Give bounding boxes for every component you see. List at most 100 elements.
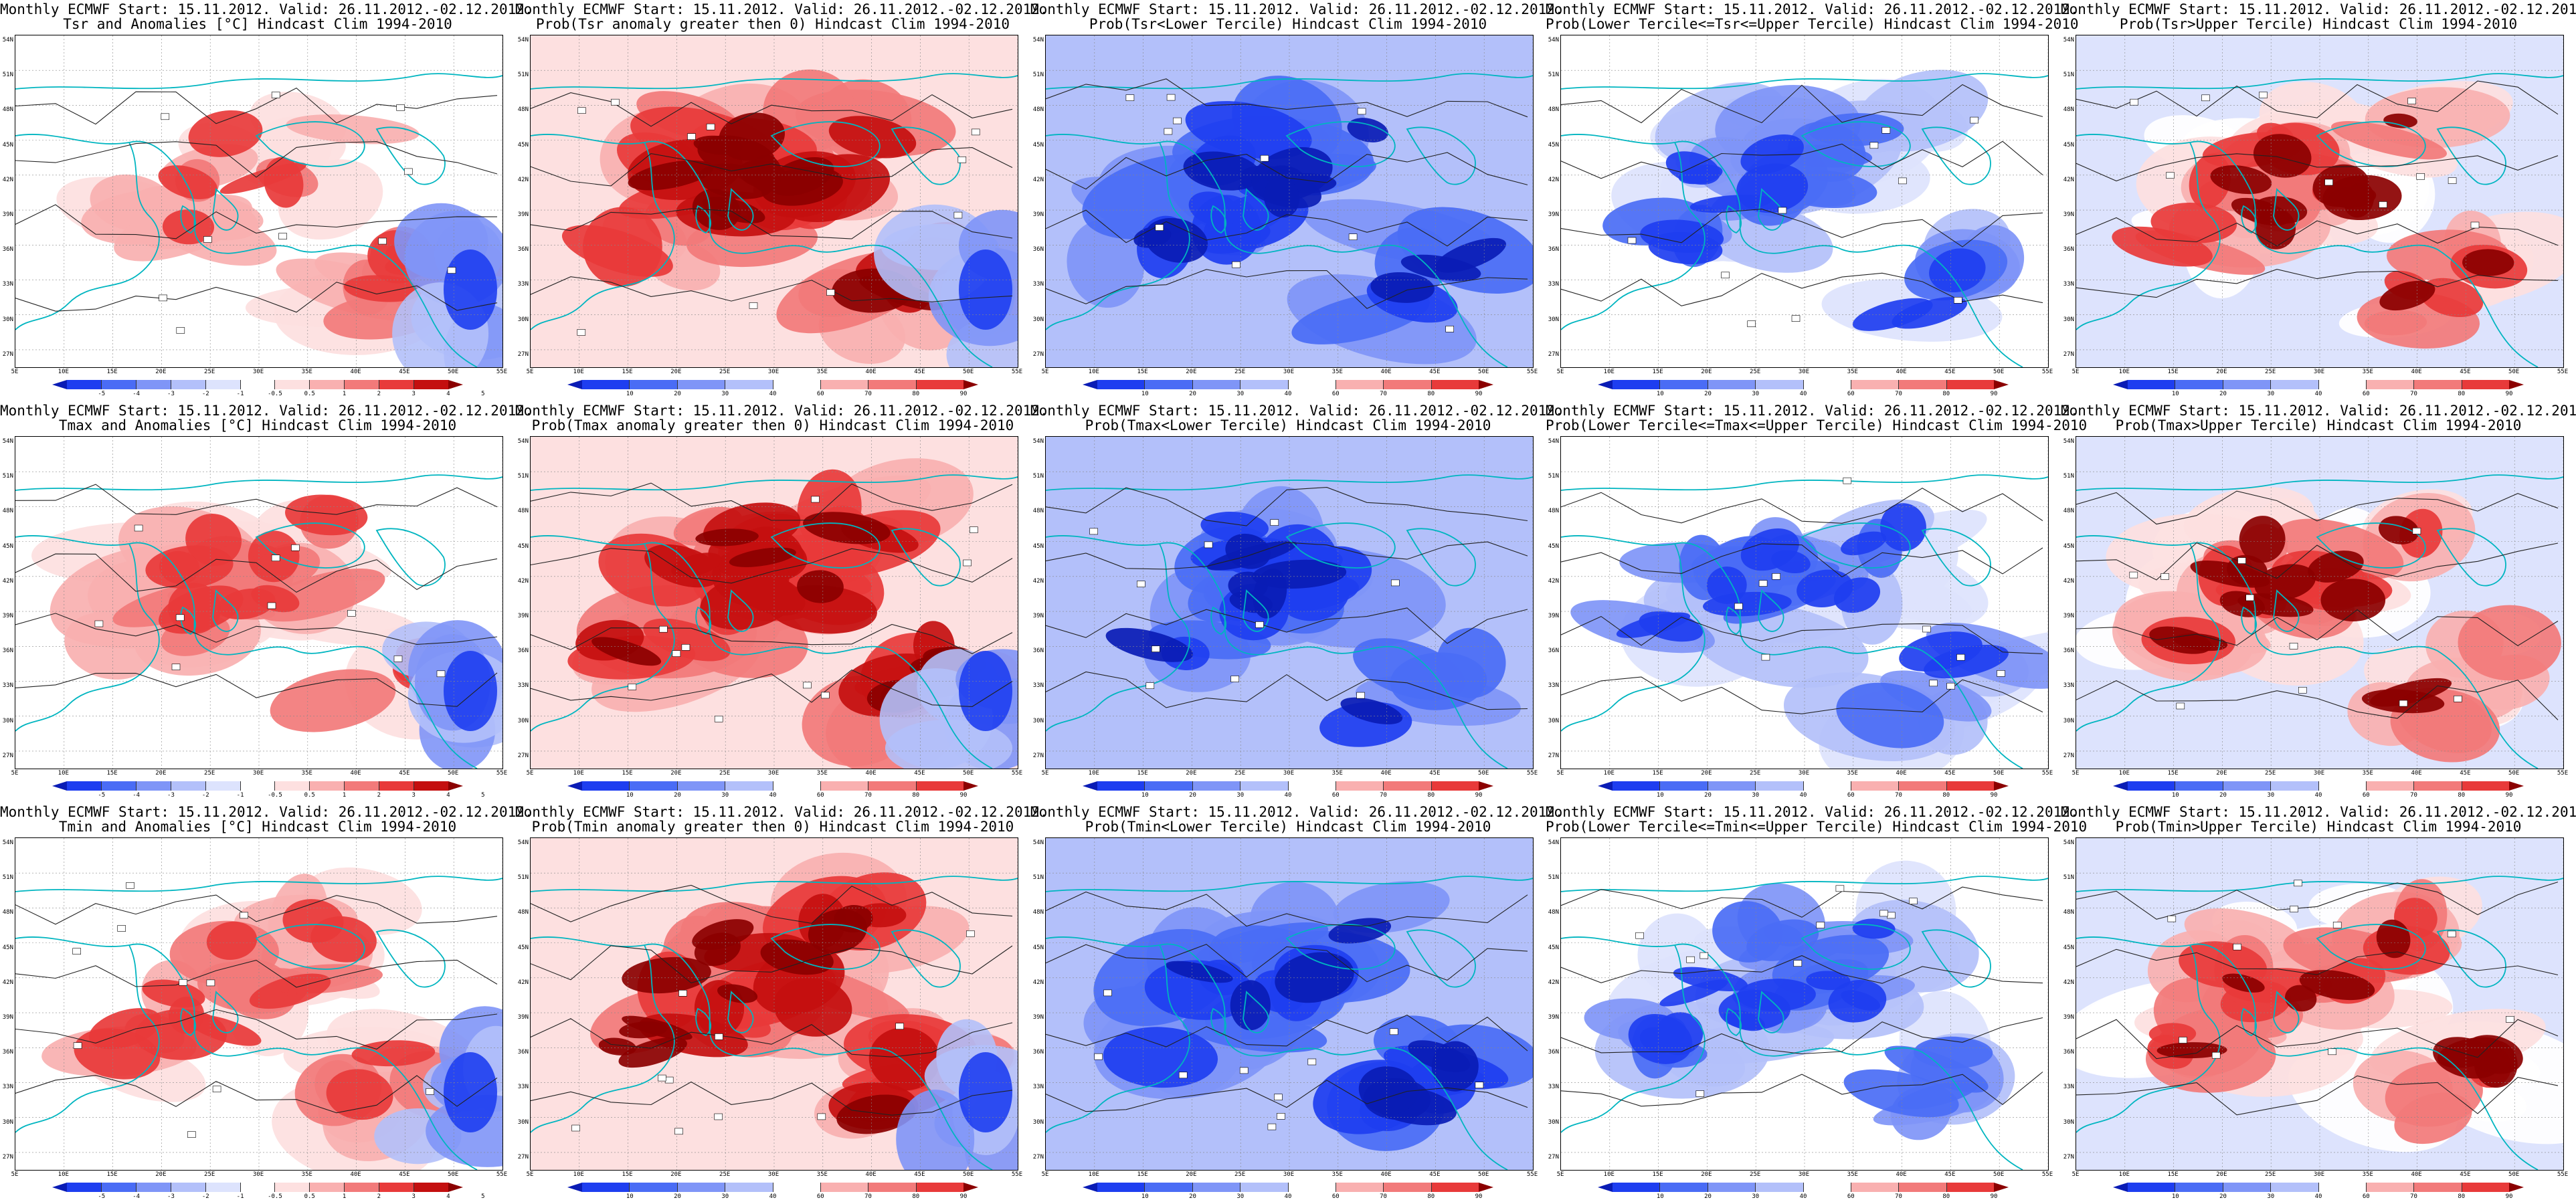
colorbar-swatch bbox=[2366, 1183, 2415, 1192]
longitude-label: 35E bbox=[816, 369, 828, 375]
longitude-label: 35E bbox=[1847, 770, 1858, 777]
colorbar-min-arrow bbox=[1598, 1183, 1613, 1192]
latitude-label: 45N bbox=[2, 944, 13, 951]
colorbar-swatch bbox=[1708, 380, 1756, 389]
forecast-map bbox=[1560, 436, 2049, 769]
latitude-label: 30N bbox=[1032, 717, 1044, 724]
colorbar bbox=[582, 781, 963, 791]
latitude-label: 27N bbox=[517, 1153, 529, 1161]
panel-title-line2: Prob(Tsr anomaly greater then 0) Hindcas… bbox=[535, 16, 1010, 32]
longitude-label: 20E bbox=[155, 1171, 167, 1178]
latitude-label: 39N bbox=[1032, 1014, 1044, 1021]
longitude-label: 45E bbox=[1944, 1171, 1956, 1178]
colorbar-tick-label: 40 bbox=[769, 391, 777, 397]
colorbar-tick-label: 80 bbox=[1427, 1193, 1435, 1200]
longitude-label: 35E bbox=[301, 369, 312, 375]
longitude-label: 30E bbox=[1798, 369, 1810, 375]
panel-title-line1: Monthly ECMWF Start: 15.11.2012. Valid: … bbox=[515, 804, 1048, 820]
colorbar bbox=[67, 781, 448, 791]
latitude-label: 36N bbox=[2, 647, 13, 655]
longitude-label: 50E bbox=[448, 369, 459, 375]
latitude-label: 48N bbox=[1032, 909, 1044, 916]
longitude-label: 45E bbox=[1944, 369, 1956, 375]
colorbar-tick-label: 80 bbox=[912, 391, 920, 397]
colorbar-swatch bbox=[725, 1183, 773, 1192]
colorbar-tick-label: 4 bbox=[446, 792, 450, 799]
colorbar-swatch bbox=[725, 380, 773, 389]
longitude-label: 5E bbox=[526, 1171, 534, 1178]
colorbar-min-arrow bbox=[2113, 380, 2128, 389]
colorbar-tick-label: 40 bbox=[2314, 792, 2322, 799]
longitude-label: 55E bbox=[2041, 369, 2053, 375]
colorbar-tick-label: 10 bbox=[626, 391, 634, 397]
latitude-label: 27N bbox=[1032, 350, 1044, 358]
colorbar-swatch bbox=[1803, 781, 1851, 791]
colorbar-swatch bbox=[2175, 781, 2223, 791]
latitude-label: 30N bbox=[517, 717, 529, 724]
longitude-label: 40E bbox=[2411, 369, 2422, 375]
longitude-label: 40E bbox=[1896, 1171, 1907, 1178]
colorbar-swatch bbox=[1240, 781, 1289, 791]
colorbar-tick-label: -3 bbox=[167, 391, 175, 397]
panel-title-line1: Monthly ECMWF Start: 15.11.2012. Valid: … bbox=[1546, 804, 2079, 820]
colorbar-swatch bbox=[2223, 1183, 2272, 1192]
panel-title-line1: Monthly ECMWF Start: 15.11.2012. Valid: … bbox=[515, 403, 1048, 419]
colorbar-swatch bbox=[205, 380, 241, 389]
colorbar-tick-label: 80 bbox=[912, 1193, 920, 1200]
colorbar-swatch bbox=[1336, 380, 1384, 389]
longitude-label: 40E bbox=[350, 1171, 361, 1178]
colorbar-tick-label: 60 bbox=[1331, 1193, 1340, 1200]
latitude-label: 48N bbox=[2063, 106, 2074, 114]
colorbar-swatch bbox=[1613, 1183, 1661, 1192]
longitude-label: 25E bbox=[204, 369, 215, 375]
latitude-label: 36N bbox=[1032, 1049, 1044, 1056]
colorbar-swatch bbox=[240, 1183, 276, 1192]
colorbar-max-arrow bbox=[963, 781, 978, 791]
colorbar-swatch bbox=[2271, 1183, 2319, 1192]
longitude-label: 50E bbox=[2508, 369, 2520, 375]
panel-title-line1: Monthly ECMWF Start: 15.11.2012. Valid: … bbox=[515, 1, 1048, 17]
colorbar-tick-label: 10 bbox=[1141, 391, 1149, 397]
colorbar-swatch bbox=[677, 781, 726, 791]
colorbar-tick-label: 90 bbox=[1475, 792, 1483, 799]
colorbar-swatch bbox=[275, 1183, 310, 1192]
latitude-label: 27N bbox=[1032, 752, 1044, 759]
colorbar-tick-label: 40 bbox=[2314, 391, 2322, 397]
longitude-label: 5E bbox=[11, 770, 19, 777]
colorbar-swatch bbox=[1803, 380, 1851, 389]
longitude-label: 15E bbox=[622, 369, 633, 375]
colorbar-max-arrow bbox=[448, 380, 463, 389]
longitude-label: 40E bbox=[350, 369, 361, 375]
colorbar-tick-label: 30 bbox=[1752, 391, 1760, 397]
latitude-label: 30N bbox=[2063, 717, 2074, 724]
colorbar-tick-label: 3 bbox=[411, 1193, 416, 1200]
colorbar-swatch bbox=[1708, 1183, 1756, 1192]
latitude-label: 36N bbox=[517, 246, 529, 254]
latitude-label: 36N bbox=[517, 647, 529, 655]
colorbar-swatch bbox=[1756, 380, 1804, 389]
colorbar-swatch bbox=[379, 1183, 415, 1192]
longitude-label: 30E bbox=[252, 770, 264, 777]
longitude-label: 15E bbox=[1137, 770, 1148, 777]
colorbar-max-arrow bbox=[1994, 380, 2009, 389]
colorbar-tick-label: -5 bbox=[98, 792, 106, 799]
forecast-map bbox=[530, 35, 1018, 368]
colorbar-tick-label: 60 bbox=[1847, 391, 1855, 397]
colorbar-swatch bbox=[414, 1183, 448, 1192]
colorbar-swatch bbox=[868, 1183, 917, 1192]
latitude-label: 54N bbox=[517, 839, 529, 846]
longitude-label: 55E bbox=[496, 1171, 508, 1178]
colorbar-swatch bbox=[2223, 380, 2272, 389]
colorbar-tick-label: 60 bbox=[816, 1193, 824, 1200]
map-panel: Monthly ECMWF Start: 15.11.2012. Valid: … bbox=[1546, 803, 2087, 1204]
longitude-label: 30E bbox=[2313, 369, 2325, 375]
colorbar-tick-label: 70 bbox=[2410, 391, 2417, 397]
longitude-label: 15E bbox=[2167, 369, 2179, 375]
colorbar-tick-label: -2 bbox=[201, 792, 209, 799]
colorbar-tick-label: -0.5 bbox=[268, 792, 282, 799]
colorbar-swatch bbox=[820, 380, 869, 389]
longitude-label: 10E bbox=[1603, 369, 1615, 375]
latitude-label: 27N bbox=[1548, 1153, 1559, 1161]
colorbar-swatch bbox=[2318, 781, 2367, 791]
